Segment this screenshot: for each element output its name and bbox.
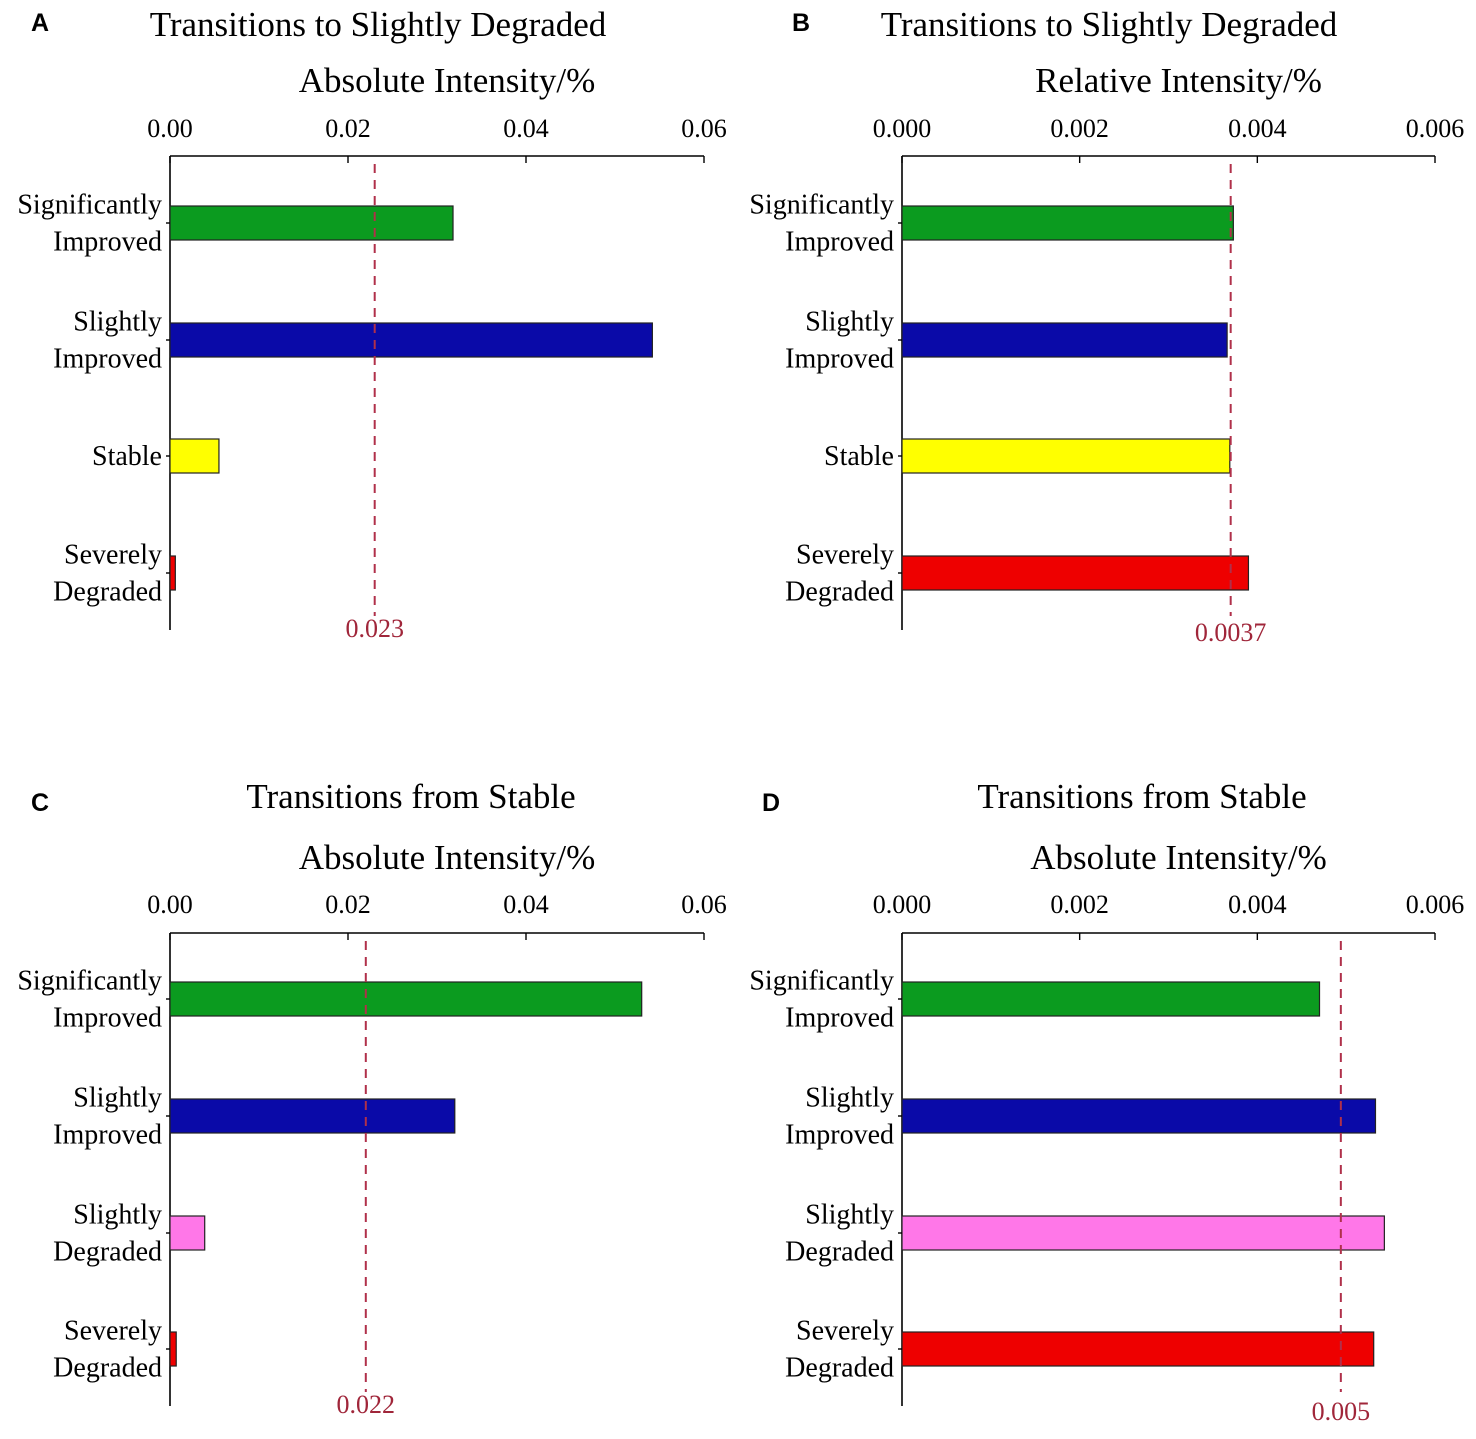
x-tick-label: 0.06 (681, 114, 727, 143)
x-tick-label: 0.00 (147, 114, 193, 143)
x-axis-title: Absolute Intensity/% (1030, 838, 1327, 877)
panel-c: C Transitions from Stable Absolute Intensi… (17, 777, 726, 1419)
panel-letter: A (31, 9, 49, 37)
x-tick-label: 0.004 (1228, 114, 1287, 143)
bar-slightly-improved (169, 322, 653, 358)
x-tick-label: 0.000 (873, 890, 932, 919)
x-tick-label: 0.002 (1050, 114, 1109, 143)
category-label: Significantly Improved (17, 190, 162, 258)
category-label: Severely Degraded (785, 1316, 894, 1384)
bar-significantly-improved (901, 205, 1234, 241)
chart-title: Transitions to Slightly Degraded (881, 5, 1338, 44)
category-label: Severely Degraded (53, 540, 162, 608)
x-tick-label: 0.00 (147, 890, 193, 919)
panel-letter: C (31, 789, 49, 817)
panel-b: B Transitions to Slightly Degraded Relativ… (749, 5, 1464, 647)
bar-severely-degraded (901, 1331, 1375, 1367)
x-axis-title: Absolute Intensity/% (299, 838, 596, 877)
category-label: Slightly Degraded (53, 1200, 162, 1268)
category-label: Severely Degraded (785, 540, 894, 608)
bar-significantly-improved (901, 981, 1321, 1017)
category-label: Slightly Improved (785, 1083, 894, 1151)
x-tick-label: 0.000 (873, 114, 932, 143)
category-label: Slightly Improved (53, 1083, 162, 1151)
category-label: Slightly Degraded (785, 1200, 894, 1268)
category-label: Significantly Improved (749, 966, 894, 1034)
bar-severely-degraded (169, 555, 176, 591)
chart-title: Transitions from Stable (977, 777, 1306, 816)
bar-slightly-improved (901, 322, 1228, 358)
x-tick-label: 0.006 (1406, 890, 1465, 919)
bar-significantly-improved (169, 981, 643, 1017)
bar-slightly-improved (901, 1098, 1377, 1134)
category-label: Significantly Improved (749, 190, 894, 258)
x-tick-label: 0.04 (503, 114, 549, 143)
category-label: Slightly Improved (53, 307, 162, 375)
x-tick-label: 0.002 (1050, 890, 1109, 919)
x-axis-title: Absolute Intensity/% (299, 61, 596, 100)
category-label: Severely Degraded (53, 1316, 162, 1384)
x-tick-label: 0.02 (325, 890, 371, 919)
x-axis-title: Relative Intensity/% (1035, 61, 1322, 100)
reference-label: 0.005 (1312, 1397, 1371, 1426)
category-label: Slightly Improved (785, 307, 894, 375)
panel-d: D Transitions from Stable Absolute Intensi… (749, 777, 1464, 1426)
reference-label: 0.022 (337, 1390, 396, 1419)
bar-slightly-degraded (169, 1215, 206, 1251)
bar-slightly-degraded (901, 1215, 1385, 1251)
bar-stable (169, 438, 220, 474)
category-label: Stable (92, 441, 162, 472)
bar-severely-degraded (901, 555, 1250, 591)
category-label: Stable (824, 441, 894, 472)
bar-stable (901, 438, 1231, 474)
bar-slightly-improved (169, 1098, 456, 1134)
x-tick-label: 0.04 (503, 890, 549, 919)
panel-letter: B (792, 9, 810, 37)
panel-a: A Transitions to Slightly Degraded Absolut… (17, 5, 726, 643)
x-tick-label: 0.006 (1406, 114, 1465, 143)
x-tick-label: 0.02 (325, 114, 371, 143)
reference-label: 0.023 (345, 614, 404, 643)
x-tick-label: 0.004 (1228, 890, 1287, 919)
bar-significantly-improved (169, 205, 454, 241)
category-label: Significantly Improved (17, 966, 162, 1034)
reference-label: 0.0037 (1195, 618, 1267, 647)
bar-severely-degraded (169, 1331, 177, 1367)
panel-letter: D (762, 789, 780, 817)
chart-title: Transitions to Slightly Degraded (150, 5, 607, 44)
x-tick-label: 0.06 (681, 890, 727, 919)
chart-title: Transitions from Stable (246, 777, 575, 816)
